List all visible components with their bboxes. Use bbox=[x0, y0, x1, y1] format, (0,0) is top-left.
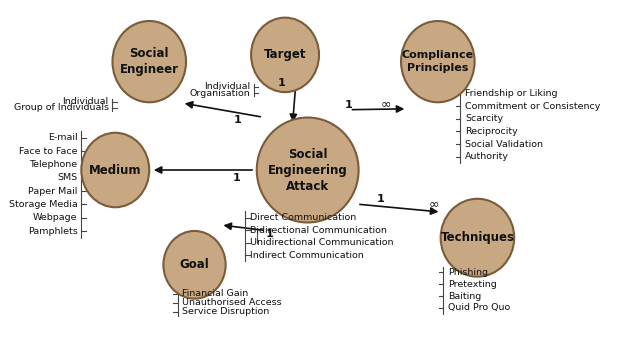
Text: Individual: Individual bbox=[204, 82, 250, 91]
Text: 1: 1 bbox=[376, 193, 384, 204]
Text: 1: 1 bbox=[278, 78, 286, 88]
Text: Unauthorised Access: Unauthorised Access bbox=[182, 298, 281, 307]
Ellipse shape bbox=[441, 199, 514, 277]
Text: Indirect Communication: Indirect Communication bbox=[250, 251, 364, 260]
Text: Pretexting: Pretexting bbox=[448, 280, 497, 289]
Text: Telephone: Telephone bbox=[29, 160, 78, 169]
Text: 1: 1 bbox=[232, 173, 240, 184]
Text: 1: 1 bbox=[345, 100, 352, 109]
Ellipse shape bbox=[164, 231, 226, 299]
Ellipse shape bbox=[81, 133, 149, 207]
Text: Group of Individuals: Group of Individuals bbox=[14, 103, 108, 112]
Text: Scarcity: Scarcity bbox=[465, 114, 503, 123]
Text: Direct Communication: Direct Communication bbox=[250, 213, 356, 222]
Text: Organisation: Organisation bbox=[189, 88, 250, 98]
Text: 1: 1 bbox=[265, 230, 273, 239]
Text: Phishing: Phishing bbox=[448, 268, 488, 277]
Text: Techniques: Techniques bbox=[440, 231, 515, 244]
Text: Friendship or Liking: Friendship or Liking bbox=[465, 89, 557, 98]
Text: Webpage: Webpage bbox=[33, 213, 78, 222]
Text: Authority: Authority bbox=[465, 152, 509, 161]
Text: Face to Face: Face to Face bbox=[19, 147, 78, 156]
Text: Social Validation: Social Validation bbox=[465, 140, 543, 149]
Text: Target: Target bbox=[264, 48, 306, 62]
Text: 1: 1 bbox=[234, 115, 242, 125]
Text: Unidirectional Communication: Unidirectional Communication bbox=[250, 238, 394, 247]
Text: Social
Engineer: Social Engineer bbox=[120, 47, 179, 76]
Text: E-mail: E-mail bbox=[48, 133, 78, 142]
Ellipse shape bbox=[251, 18, 319, 92]
Text: Quid Pro Quo: Quid Pro Quo bbox=[448, 304, 510, 312]
Text: Commitment or Consistency: Commitment or Consistency bbox=[465, 102, 600, 110]
Text: ∞: ∞ bbox=[429, 197, 439, 210]
Ellipse shape bbox=[257, 118, 358, 222]
Text: ∞: ∞ bbox=[380, 98, 391, 111]
Text: Compliance
Principles: Compliance Principles bbox=[402, 50, 474, 73]
Text: Storage Media: Storage Media bbox=[9, 200, 78, 209]
Text: Baiting: Baiting bbox=[448, 292, 481, 301]
Text: Goal: Goal bbox=[180, 258, 210, 271]
Text: Service Disruption: Service Disruption bbox=[182, 307, 269, 316]
Text: Paper Mail: Paper Mail bbox=[28, 187, 78, 196]
Text: Financial Gain: Financial Gain bbox=[182, 289, 249, 298]
Text: Social
Engineering
Attack: Social Engineering Attack bbox=[268, 148, 348, 192]
Ellipse shape bbox=[401, 21, 474, 102]
Text: Pamphlets: Pamphlets bbox=[28, 226, 78, 236]
Text: SMS: SMS bbox=[57, 173, 78, 182]
Text: Medium: Medium bbox=[89, 164, 141, 176]
Text: Bidirectional Communication: Bidirectional Communication bbox=[250, 226, 387, 235]
Text: Individual: Individual bbox=[63, 97, 108, 106]
Text: Reciprocity: Reciprocity bbox=[465, 127, 518, 136]
Ellipse shape bbox=[112, 21, 186, 102]
